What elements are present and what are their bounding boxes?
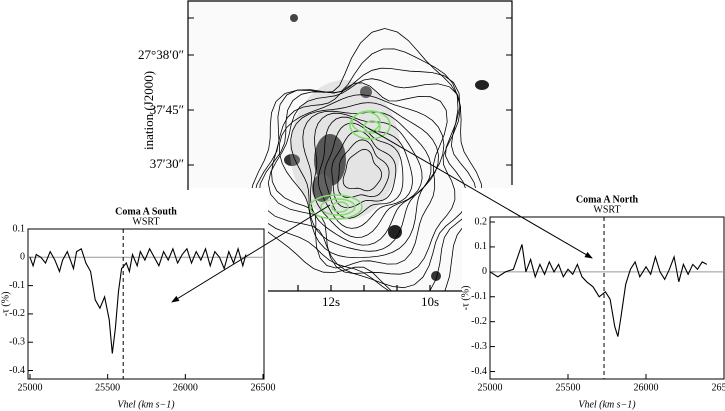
x-tick-label: 26500 [251,382,276,393]
y-tick-label: -0.2 [471,316,487,327]
y-tick-label: -0.3 [471,341,487,352]
blob [388,225,402,239]
blob [431,271,441,281]
arrow [367,127,593,259]
contour [331,130,397,209]
x-tick-label: 26000 [634,382,659,393]
dec-label: 37′30″ [150,156,184,171]
plot-area [27,228,265,380]
y-tick-label: -0.3 [9,337,25,348]
x-axis-label: Vhel (km s−1) [578,399,636,410]
y-tick-label: -0.4 [9,365,25,376]
contour [317,116,413,229]
plot-area [489,216,725,380]
blob [290,14,298,22]
x-tick-label: 26000 [173,382,198,393]
x-tick-label: 25500 [95,382,120,393]
halo [290,80,400,220]
contour [342,148,383,192]
y-tick-label: 0.2 [475,216,488,227]
y-tick-label: -0.4 [471,366,487,377]
ra-label: 12s [322,294,340,309]
y-axis-label: -τ (%) [0,292,11,317]
contour [271,82,448,269]
image-dec-ticks [188,17,512,166]
contour [278,94,445,259]
chart-subtitle: WSRT [593,204,620,215]
spectrum-line [29,246,247,354]
chart-title: Coma A South [115,206,177,217]
contour [267,78,462,275]
y-tick-label: 0.1 [475,241,488,252]
contour [249,28,483,291]
spectrum-line [489,244,708,337]
chart-title: Coma A North [576,194,639,205]
contour [324,122,404,219]
ra-label: 10s [421,294,439,309]
contours [249,28,483,291]
x-tick-label: 25000 [478,382,503,393]
y-axis-label: -τ (%) [460,286,471,311]
contour [253,48,478,291]
dec-label: 37′45″ [150,102,184,117]
blob [314,134,346,186]
y-tick-label: 0 [20,252,25,263]
contour [302,110,432,246]
arrow [171,204,331,303]
image-frame [187,0,513,190]
y-tick-label: 0.1 [13,223,26,234]
contour [313,112,423,238]
dec-label: 27°38′0″ [138,47,184,62]
chart-subtitle: WSRT [132,216,159,227]
blob [284,154,300,166]
contour [258,67,468,289]
x-tick-label: 25000 [18,382,43,393]
y-tick-label: -0.2 [9,308,25,319]
x-tick-label: 25500 [556,382,581,393]
image-ra-axis [268,285,462,292]
x-tick-label: 26500 [712,382,725,393]
blob [475,80,489,90]
image-ylabel: ination (J2000) [141,71,156,150]
contour [290,102,439,252]
contour [337,139,390,198]
y-tick-label: 0 [482,266,487,277]
x-axis-label: Vhel (km s−1) [117,399,175,410]
y-tick-label: -0.1 [9,280,25,291]
green-contours [309,110,391,220]
y-tick-label: -0.1 [471,291,487,302]
